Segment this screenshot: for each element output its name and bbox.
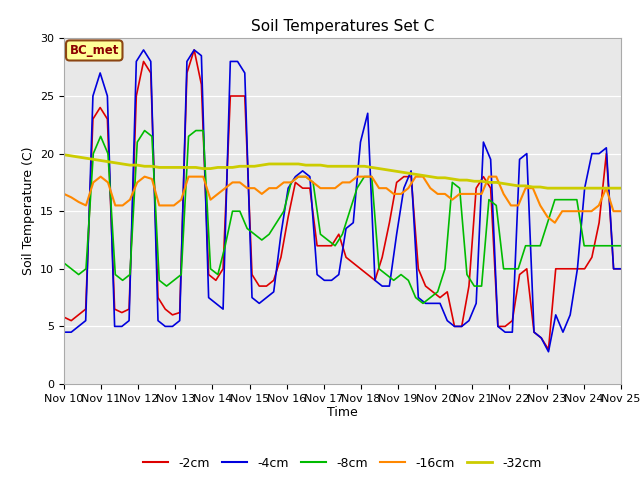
Y-axis label: Soil Temperature (C): Soil Temperature (C) [22,147,35,276]
X-axis label: Time: Time [327,407,358,420]
Title: Soil Temperatures Set C: Soil Temperatures Set C [251,20,434,35]
Legend: -2cm, -4cm, -8cm, -16cm, -32cm: -2cm, -4cm, -8cm, -16cm, -32cm [138,452,547,475]
Text: BC_met: BC_met [70,44,119,57]
